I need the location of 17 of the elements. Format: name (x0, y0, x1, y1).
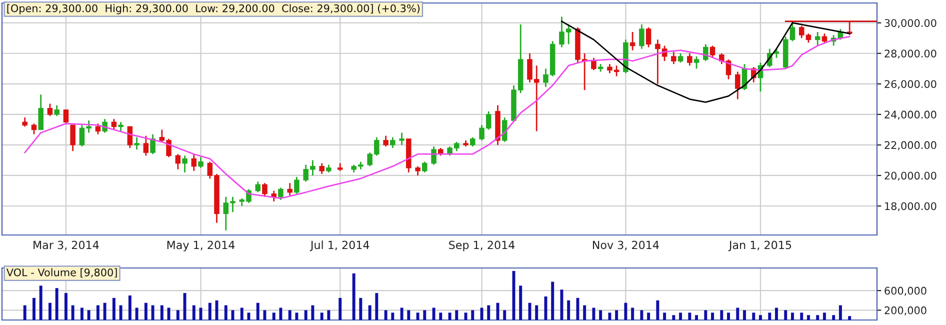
chart-title: VOL - Volume [9,800] (6, 268, 117, 278)
x-tick-label: May 1, 2014 (167, 240, 235, 252)
y-tick-label: 22,000.00 (884, 141, 936, 150)
y-tick-label: 28,000.00 (884, 50, 936, 59)
x-tick-label: Nov 3, 2014 (592, 240, 659, 250)
chart-title: [Open: 29,300.00 High: 29,300.00 Low: 29,200.00 Close: 29,300.00] (+0.3%) (7, 4, 420, 14)
x-tick-label: Jan 1, 2015 (728, 240, 792, 252)
y-tick-label: 30,000.00 (884, 19, 936, 28)
y-tick-label: 26,000.00 (884, 80, 936, 90)
y-tick-label: 20,000.00 (884, 172, 936, 181)
x-tick-label: Mar 3, 2014 (34, 240, 99, 250)
y-tick-label: 18,000.00 (885, 202, 936, 212)
y-tick-label: 600,000 (884, 286, 926, 296)
y-tick-label: 24,000.00 (884, 110, 936, 120)
x-tick-label: Jul 1, 2014 (310, 240, 370, 252)
x-tick-label: Sep 1, 2014 (449, 240, 515, 252)
y-tick-label: 200,000 (884, 306, 926, 316)
